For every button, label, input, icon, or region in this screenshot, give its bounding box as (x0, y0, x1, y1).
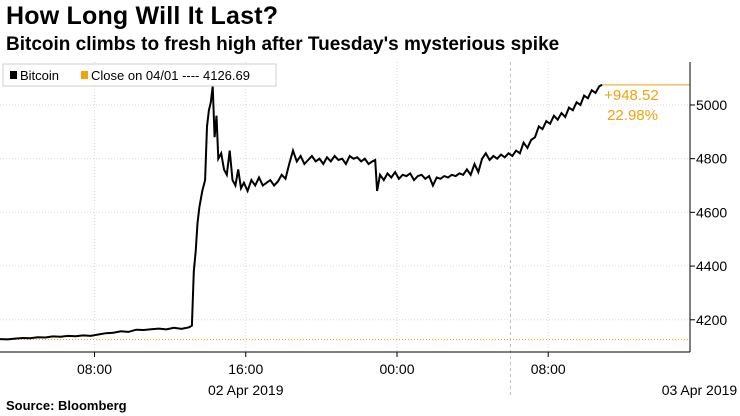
y-tick-label: 4400 (696, 258, 727, 274)
series-line-bitcoin (0, 83, 603, 341)
legend-swatch-close (81, 71, 88, 79)
legend-box (2, 63, 277, 87)
legend-swatch-bitcoin (10, 71, 17, 79)
axes: 4200 4400 4600 4800 5000 08:00 16:00 00:00 08:00… (0, 62, 737, 398)
series-layer (0, 83, 603, 341)
y-tick-label: 5000 (696, 97, 727, 113)
reference-lines (0, 84, 690, 340)
grid-lines (0, 62, 690, 396)
annotation-change-abs: +948.52 (604, 87, 659, 104)
chart-title: How Long Will It Last? (6, 2, 279, 30)
source-note: Source: Bloomberg (6, 398, 127, 413)
x-date-label: 03 Apr 2019 (662, 382, 738, 398)
x-tick-label: 08:00 (77, 361, 112, 377)
x-tick-label: 08:00 (531, 361, 566, 377)
x-tick-label: 00:00 (379, 361, 414, 377)
chart-subtitle: Bitcoin climbs to fresh high after Tuesd… (6, 34, 560, 55)
annotations: +948.52 22.98% (604, 87, 659, 124)
annotation-change-pct: 22.98% (607, 107, 658, 124)
legend-label-bitcoin: Bitcoin (20, 68, 59, 83)
x-date-label: 02 Apr 2019 (208, 382, 284, 398)
legend-label-close: Close on 04/01 ---- 4126.69 (91, 68, 250, 83)
y-tick-label: 4800 (696, 151, 727, 167)
y-tick-label: 4600 (696, 204, 727, 220)
y-tick-label: 4200 (696, 312, 727, 328)
x-tick-label: 16:00 (228, 361, 263, 377)
legend: Bitcoin Close on 04/01 ---- 4126.69 (2, 63, 277, 87)
